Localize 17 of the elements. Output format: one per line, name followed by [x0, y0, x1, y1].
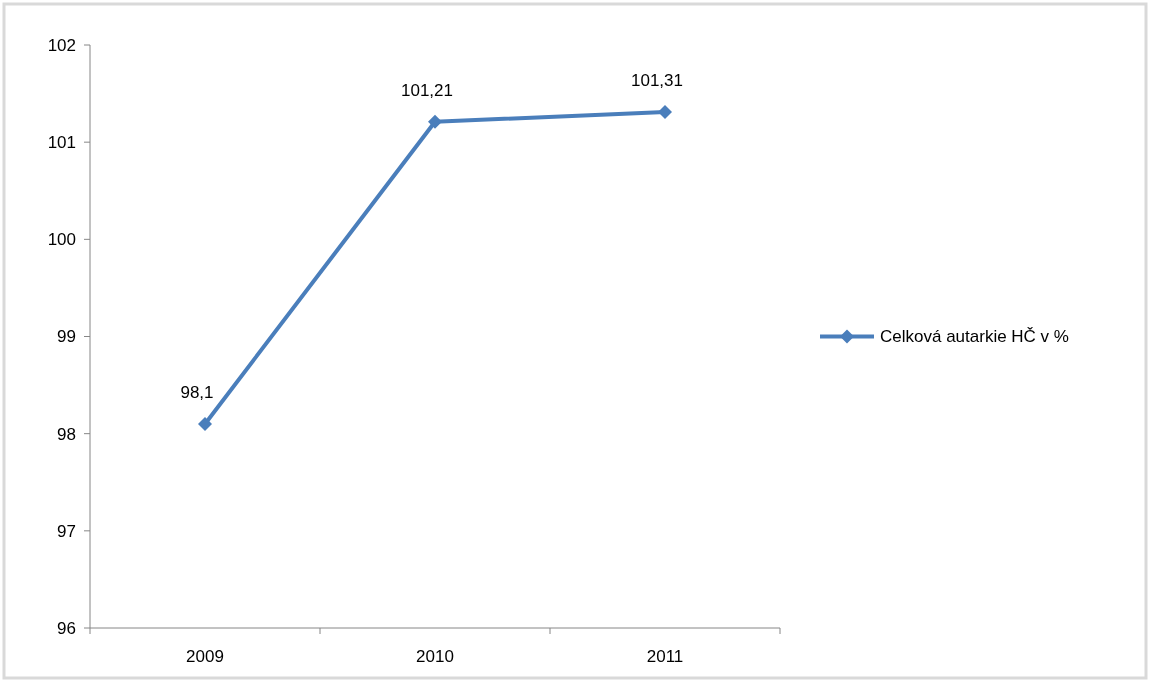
x-tick-label: 2009: [186, 647, 224, 666]
point: [198, 416, 212, 431]
legend-label: Celková autarkie HČ v %: [880, 327, 1069, 347]
x-tick-label: 2011: [646, 647, 684, 666]
data-label: 101,31: [631, 71, 683, 91]
y-tick-label: 99: [57, 327, 76, 347]
y-tick-label: 100: [47, 230, 76, 250]
data-label: 98,1: [180, 382, 214, 402]
y-tick-label: 101: [47, 133, 76, 153]
x-tick-label: 2010: [416, 647, 454, 666]
y-tick-label: 96: [57, 618, 76, 638]
y-tick-label: 98: [57, 424, 76, 444]
y-tick-label: 97: [57, 521, 76, 541]
point: [658, 105, 672, 120]
point: [428, 114, 442, 129]
data-label: 101,21: [401, 80, 453, 100]
y-tick-label: 102: [47, 35, 76, 55]
